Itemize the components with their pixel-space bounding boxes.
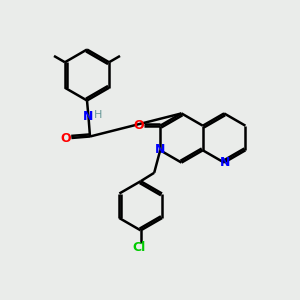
Text: N: N: [220, 155, 230, 169]
Text: H: H: [94, 110, 102, 120]
Text: O: O: [133, 119, 144, 132]
Text: N: N: [83, 110, 94, 124]
Text: Cl: Cl: [133, 241, 146, 254]
Text: N: N: [154, 143, 165, 156]
Text: O: O: [61, 131, 71, 145]
